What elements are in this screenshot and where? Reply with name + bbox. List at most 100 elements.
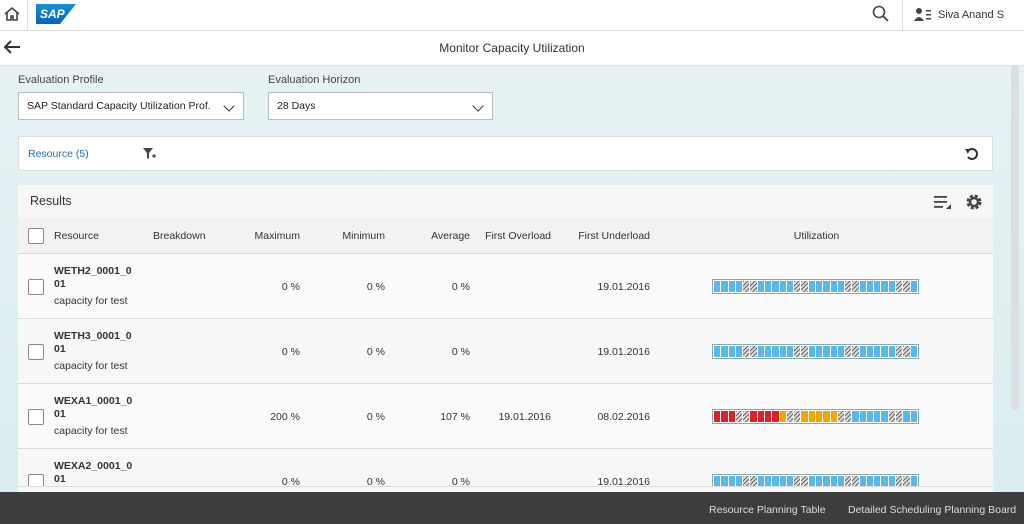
divider (902, 0, 903, 30)
utilization-cell (903, 346, 910, 357)
utilization-cell (845, 346, 852, 357)
utilization-cell (830, 411, 837, 422)
utilization-cell (881, 281, 888, 292)
cell: 0 % (281, 281, 300, 293)
utilization-cell (721, 411, 728, 422)
cell: 0 % (451, 346, 470, 358)
resource-description: capacity for test (54, 360, 128, 372)
utilization-cell (750, 281, 757, 292)
row-checkbox[interactable] (28, 279, 44, 295)
select-value: 28 Days (277, 100, 316, 112)
utilization-cell (808, 281, 815, 292)
utilization-cell (837, 411, 845, 422)
row-checkbox[interactable] (28, 409, 44, 425)
utilization-cell (910, 411, 917, 422)
utilization-cell (764, 476, 772, 486)
utilization-cell (808, 411, 815, 422)
cell: 0 % (366, 346, 385, 358)
utilization-cell (866, 476, 874, 486)
utilization-cell (896, 281, 903, 292)
footer: Resource Planning Table Detailed Schedul… (0, 492, 1024, 524)
utilization-cell (786, 476, 794, 486)
select[interactable]: 28 Days (268, 92, 493, 120)
utilization-cell (830, 346, 837, 357)
column-header: Average (431, 230, 470, 242)
cell: 0 % (366, 411, 385, 423)
results-title: Results (30, 194, 72, 208)
reset-icon[interactable] (965, 148, 979, 160)
utilization-cell (837, 476, 845, 486)
footer-button[interactable]: Resource Planning Table (709, 504, 826, 516)
sort-icon[interactable] (934, 194, 952, 210)
utilization-cell (874, 346, 881, 357)
cell: 0 % (281, 476, 300, 487)
utilization-cell (903, 411, 910, 422)
utilization-cell (764, 346, 772, 357)
utilization-cell (728, 281, 735, 292)
utilization-cell (714, 346, 721, 357)
back-button[interactable] (4, 40, 22, 54)
footer-button[interactable]: Detailed Scheduling Planning Board (848, 504, 1017, 516)
utilization-cell (757, 411, 764, 422)
settings-icon[interactable] (965, 193, 983, 211)
utilization-cell (750, 411, 757, 422)
table-row[interactable]: WETH2_0001_001 capacity for test 0 % 0 % 0 %… (18, 254, 993, 319)
user-name[interactable]: Siva Anand S (938, 9, 1005, 21)
select[interactable]: SAP Standard Capacity Utilization Prof. (18, 92, 244, 120)
utilization-bar (712, 344, 919, 359)
home-icon[interactable] (4, 6, 20, 22)
select-all-checkbox[interactable] (28, 228, 44, 244)
utilization-cell (896, 346, 903, 357)
column-header: Resource (54, 230, 99, 242)
filter-icon[interactable] (143, 148, 157, 161)
utilization-cell (743, 411, 750, 422)
utilization-cell (866, 346, 874, 357)
logo[interactable]: SAP (36, 4, 76, 24)
table-row[interactable]: WEXA1_0001_001 capacity for test 200 % 0 % 1… (18, 384, 993, 449)
utilization-cell (743, 476, 750, 486)
utilization-cell (903, 476, 910, 486)
cell: 107 % (440, 411, 470, 423)
utilization-cell (808, 476, 815, 486)
column-header: Utilization (793, 230, 840, 242)
utilization-cell (735, 476, 743, 486)
scrollbar[interactable] (1011, 65, 1019, 410)
utilization-cell (794, 346, 801, 357)
utilization-cell (757, 346, 764, 357)
utilization-cell (815, 281, 823, 292)
cell: 08.02.2016 (597, 411, 650, 423)
utilization-cell (910, 346, 917, 357)
title-bar: Monitor Capacity Utilization (0, 31, 1024, 66)
utilization-cell (896, 411, 903, 422)
utilization-cell (888, 476, 896, 486)
cell: 0 % (451, 281, 470, 293)
resource-filter[interactable]: Resource (5) (28, 148, 89, 160)
utilization-cell (881, 476, 888, 486)
row-checkbox[interactable] (28, 344, 44, 360)
utilization-cell (830, 476, 837, 486)
cell: 0 % (451, 476, 470, 487)
utilization-cell (786, 281, 794, 292)
table-row[interactable]: WETH3_0001_001 capacity for test 0 % 0 % 0 %… (18, 319, 993, 384)
utilization-cell (815, 411, 823, 422)
utilization-cell (859, 411, 866, 422)
resource-name: WEXA2_0001_001 (54, 460, 133, 485)
utilization-cell (764, 281, 772, 292)
utilization-cell (772, 411, 779, 422)
utilization-cell (837, 346, 845, 357)
select-value: SAP Standard Capacity Utilization Prof. (27, 100, 211, 112)
cell: 0 % (366, 281, 385, 293)
search-icon[interactable] (872, 5, 890, 23)
row-checkbox[interactable] (28, 474, 44, 486)
utilization-cell (721, 476, 728, 486)
utilization-bar (712, 279, 919, 294)
user-icon[interactable] (914, 7, 932, 23)
utilization-cell (823, 476, 830, 486)
utilization-cell (786, 411, 794, 422)
utilization-cell (714, 281, 721, 292)
divider (27, 0, 28, 30)
utilization-cell (735, 411, 743, 422)
utilization-cell (772, 476, 779, 486)
